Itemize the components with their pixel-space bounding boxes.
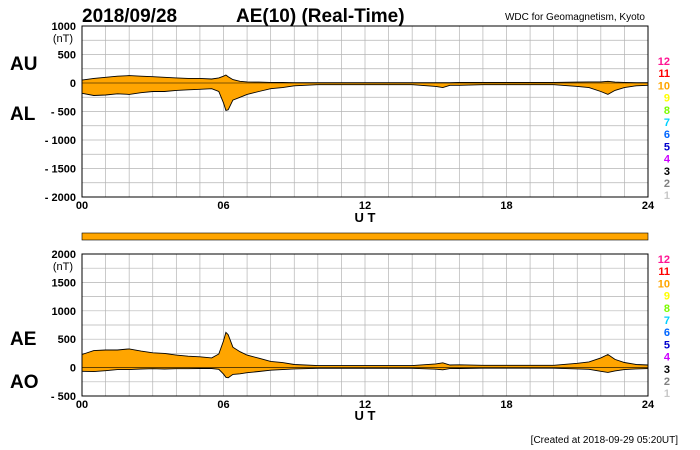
x-axis-title-1: U T (355, 210, 376, 225)
ae-label: AE (10, 329, 36, 350)
series-line-ao (81, 367, 649, 379)
y-tick-label: - 500 (51, 107, 76, 119)
x-tick-label: 00 (76, 399, 88, 411)
station-count-label: 8 (664, 105, 670, 117)
x-tick-label: 18 (500, 399, 512, 411)
series-line-au (81, 74, 648, 84)
series-area-fill (82, 332, 648, 378)
station-count-label: 1 (664, 190, 670, 202)
x-tick-label: 24 (642, 200, 655, 212)
station-count-label: 11 (658, 266, 670, 278)
y-tick-label: 500 (58, 334, 76, 346)
station-coverage-strip (81, 232, 649, 241)
x-tick-label: 00 (76, 200, 88, 212)
station-count-label: 9 (664, 93, 670, 105)
plot-frame (81, 253, 649, 397)
station-count-label: 5 (664, 141, 670, 153)
y-tick-label: 500 (58, 50, 76, 62)
x-tick-label: 12 (359, 399, 371, 411)
station-count-label: 3 (664, 364, 670, 376)
station-count-label: 10 (658, 80, 670, 92)
x-axis-title-2: U T (355, 408, 376, 423)
y-tick-label: - 2000 (45, 192, 76, 204)
y-unit-label-2: (nT) (53, 261, 73, 273)
station-count-label: 8 (664, 303, 670, 315)
station-count-label: 6 (664, 129, 670, 141)
station-count-label: 1 (664, 388, 670, 400)
station-count-label: 2 (664, 376, 670, 388)
station-count-label: 10 (658, 278, 670, 290)
plot-title: AE(10) (Real-Time) (236, 6, 405, 27)
y-tick-label: 0 (70, 363, 76, 375)
station-count-label: 3 (664, 166, 670, 178)
y-tick-label: 2000 (52, 249, 76, 261)
station-count-label: 12 (658, 254, 670, 266)
x-tick-label: 06 (217, 200, 229, 212)
series-line-al (81, 84, 649, 111)
series-line-ae (81, 331, 649, 367)
series-area-fill (82, 75, 648, 111)
station-count-label: 12 (658, 56, 670, 68)
al-label: AL (10, 104, 36, 125)
source-label: WDC for Geomagnetism, Kyoto (505, 12, 645, 23)
plot-frame (81, 25, 649, 198)
station-count-label: 9 (664, 291, 670, 303)
station-count-label: 11 (658, 68, 670, 80)
created-timestamp: [Created at 2018-09-29 05:20UT] (531, 435, 679, 446)
station-count-label: 2 (664, 178, 670, 190)
x-tick-label: 06 (217, 399, 229, 411)
x-tick-label: 18 (500, 200, 512, 212)
x-tick-label: 24 (642, 399, 655, 411)
station-count-label: 4 (664, 154, 671, 166)
plot-date: 2018/09/28 (82, 6, 177, 27)
station-count-label: 5 (664, 339, 670, 351)
x-tick-label: 12 (359, 200, 371, 212)
y-unit-label-1: (nT) (53, 33, 73, 45)
y-tick-label: - 500 (51, 391, 76, 403)
ao-label: AO (10, 372, 39, 393)
station-count-label: 4 (664, 352, 671, 364)
y-tick-label: 1000 (52, 21, 76, 33)
y-tick-label: 1000 (52, 306, 76, 318)
coverage-bar (81, 232, 649, 241)
y-tick-label: - 1500 (45, 164, 76, 176)
au-label: AU (10, 54, 37, 75)
station-count-label: 7 (664, 117, 670, 129)
y-tick-label: - 1000 (45, 135, 76, 147)
station-count-label: 7 (664, 315, 670, 327)
station-count-label: 6 (664, 327, 670, 339)
y-tick-label: 1500 (52, 277, 76, 289)
y-tick-label: 0 (70, 78, 76, 90)
